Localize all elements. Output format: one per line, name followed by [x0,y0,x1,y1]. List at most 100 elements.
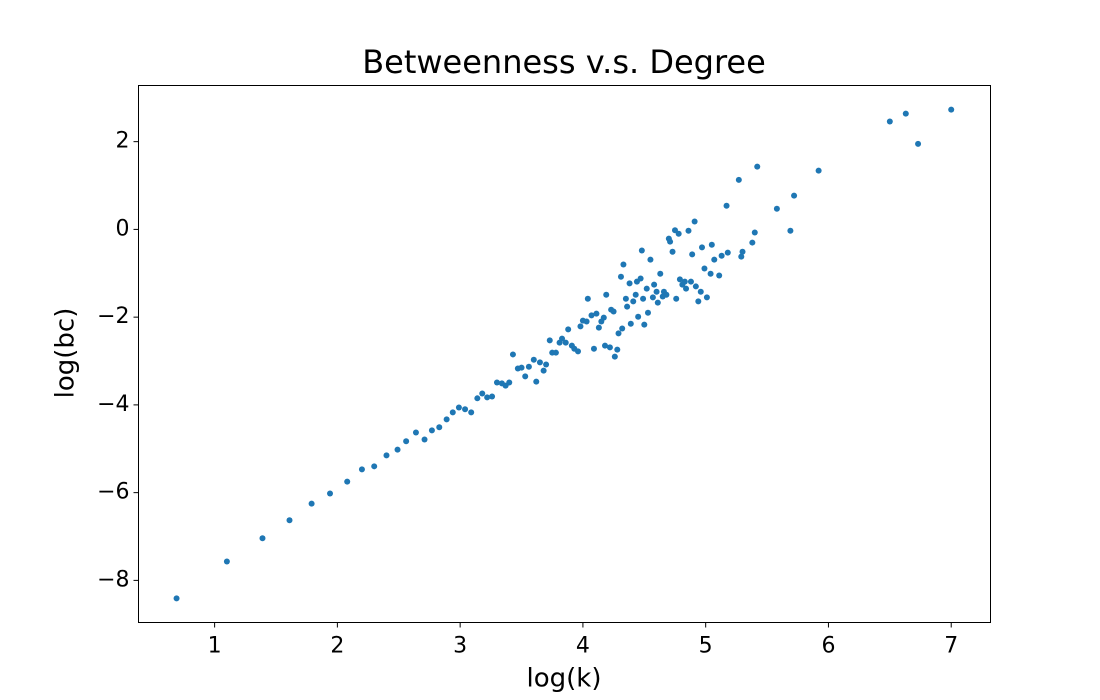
y-tick-label: −8 [97,567,129,592]
point [493,379,500,386]
point [624,303,631,310]
point [773,205,780,212]
point [622,295,629,302]
point [615,330,622,337]
chart-title: Betweenness v.s. Degree [362,43,766,81]
point [751,229,758,236]
point [654,299,661,306]
point [383,452,390,459]
point [657,270,664,277]
point [436,424,443,431]
point [344,478,351,485]
point [525,363,532,370]
y-tick-label: 0 [116,216,130,241]
point [948,106,955,113]
point [915,140,922,147]
point [703,294,710,301]
point [614,346,621,353]
point [638,247,645,254]
point [683,285,690,292]
point [489,393,496,400]
point [815,167,822,174]
point [533,378,540,385]
point [286,517,293,524]
point [327,490,334,497]
point [739,248,746,255]
point [522,373,529,380]
x-axis-label: log(k) [527,664,602,694]
point [562,339,569,346]
point [617,273,624,280]
point [474,395,481,402]
x-tick-label: 2 [330,634,344,659]
point [619,325,626,332]
x-tick-label: 6 [821,634,835,659]
point [697,288,704,295]
point [711,256,718,263]
point [673,295,680,302]
point [640,295,647,302]
point [543,361,550,368]
point [468,409,475,416]
point [584,295,591,302]
point [610,308,617,315]
point [716,272,723,279]
point [698,244,705,251]
point [593,310,600,317]
point [701,265,708,272]
point [724,249,731,256]
point [707,270,714,277]
point [173,595,180,602]
point [649,294,656,301]
point [606,344,613,351]
point [653,288,660,295]
point [643,285,650,292]
y-tick-label: 2 [116,129,130,154]
point [565,326,572,333]
point [635,313,642,320]
point [518,364,525,371]
point [663,291,670,298]
point [708,241,715,248]
point [718,252,725,259]
point [681,278,688,285]
point [552,349,559,356]
point [394,446,401,453]
point [902,110,909,117]
point [509,351,516,358]
point [667,238,674,245]
point [641,321,648,328]
point [689,251,696,258]
point [637,275,644,282]
point [590,345,597,352]
x-tick-label: 3 [453,634,467,659]
point [791,192,798,199]
point [577,323,584,330]
point [428,427,435,434]
point [358,466,365,473]
y-tick-label: −4 [97,392,129,417]
point [588,312,595,319]
point [675,230,682,237]
point [455,404,462,411]
point [627,320,634,327]
point [685,227,692,234]
point [676,276,683,283]
point [630,298,637,305]
point [735,176,742,183]
x-tick-label: 7 [944,634,958,659]
point [632,291,639,298]
point [692,283,699,290]
point [595,324,602,331]
point [651,281,658,288]
point [886,118,893,125]
point [647,256,654,263]
plot-area [173,106,955,602]
point [371,463,378,470]
point [749,239,756,246]
point [412,429,419,436]
axes-frame [138,85,991,623]
x-tick-label: 4 [576,634,590,659]
point [754,163,761,170]
